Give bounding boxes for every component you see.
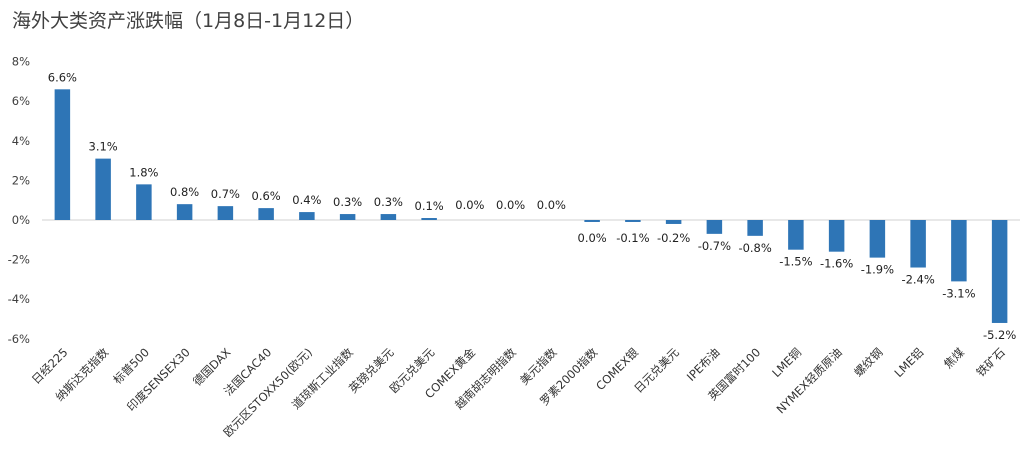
category-label: IPE布油 [684, 345, 723, 384]
bar [665, 220, 682, 224]
y-tick-label: -2% [8, 253, 30, 267]
data-label: -1.5% [779, 255, 812, 269]
bar [910, 220, 926, 268]
data-label: 0.0% [578, 231, 607, 245]
category-label: 焦煤 [941, 345, 968, 372]
bar [299, 212, 315, 220]
bar [625, 220, 641, 222]
y-tick-label: -6% [8, 332, 30, 346]
data-label: -0.1% [616, 231, 649, 245]
data-label: 0.0% [455, 198, 484, 212]
bar [258, 208, 274, 220]
bar [217, 206, 234, 220]
bar [869, 220, 886, 258]
data-label: -0.7% [698, 239, 731, 253]
data-label: 0.0% [496, 198, 525, 212]
category-label: 螺纹钢 [851, 345, 885, 379]
bar [380, 214, 397, 220]
bar [339, 214, 356, 220]
bar [951, 220, 967, 282]
data-label: 0.8% [170, 185, 199, 199]
bar [584, 220, 600, 222]
bar [95, 158, 111, 220]
category-label: LME铝 [892, 345, 927, 380]
data-label: 6.6% [48, 70, 77, 84]
data-label: -1.6% [820, 257, 853, 271]
y-tick-label: 4% [12, 134, 30, 148]
category-label: 日元兑美元 [631, 345, 682, 396]
data-label: -0.8% [738, 241, 771, 255]
data-label: -2.4% [901, 273, 934, 287]
data-label: 0.0% [537, 198, 566, 212]
chart-title: 海外大类资产涨跌幅（1月8日-1月12日） [12, 10, 365, 32]
data-label: 1.8% [129, 165, 158, 179]
category-label: LME铜 [769, 345, 804, 380]
bar [788, 220, 804, 250]
category-label: 日经225 [29, 345, 71, 387]
y-tick-label: 0% [12, 213, 30, 227]
data-label: 0.4% [292, 193, 321, 207]
data-label: 0.3% [333, 195, 362, 209]
bar [991, 220, 1008, 323]
y-tick-label: 2% [12, 173, 30, 187]
y-tick-label: -4% [8, 292, 30, 306]
category-label: 铁矿石 [973, 345, 1007, 379]
data-label: -3.1% [942, 286, 975, 300]
category-label: 标普500 [110, 345, 152, 387]
data-label: -5.2% [983, 328, 1016, 342]
bar [176, 204, 193, 220]
data-label: 0.3% [374, 195, 403, 209]
data-label: 3.1% [89, 140, 118, 154]
data-label: 0.1% [415, 199, 444, 213]
data-label: -0.2% [657, 231, 690, 245]
y-tick-label: 6% [12, 94, 30, 108]
data-label: 0.7% [211, 187, 240, 201]
bar [136, 184, 152, 220]
bar [828, 220, 845, 252]
bar [54, 89, 71, 220]
y-tick-label: 8% [12, 55, 30, 69]
data-label: 0.6% [252, 189, 281, 203]
bar [747, 220, 763, 236]
data-label: -1.9% [861, 263, 894, 277]
bar [421, 218, 437, 220]
bar [706, 220, 723, 234]
